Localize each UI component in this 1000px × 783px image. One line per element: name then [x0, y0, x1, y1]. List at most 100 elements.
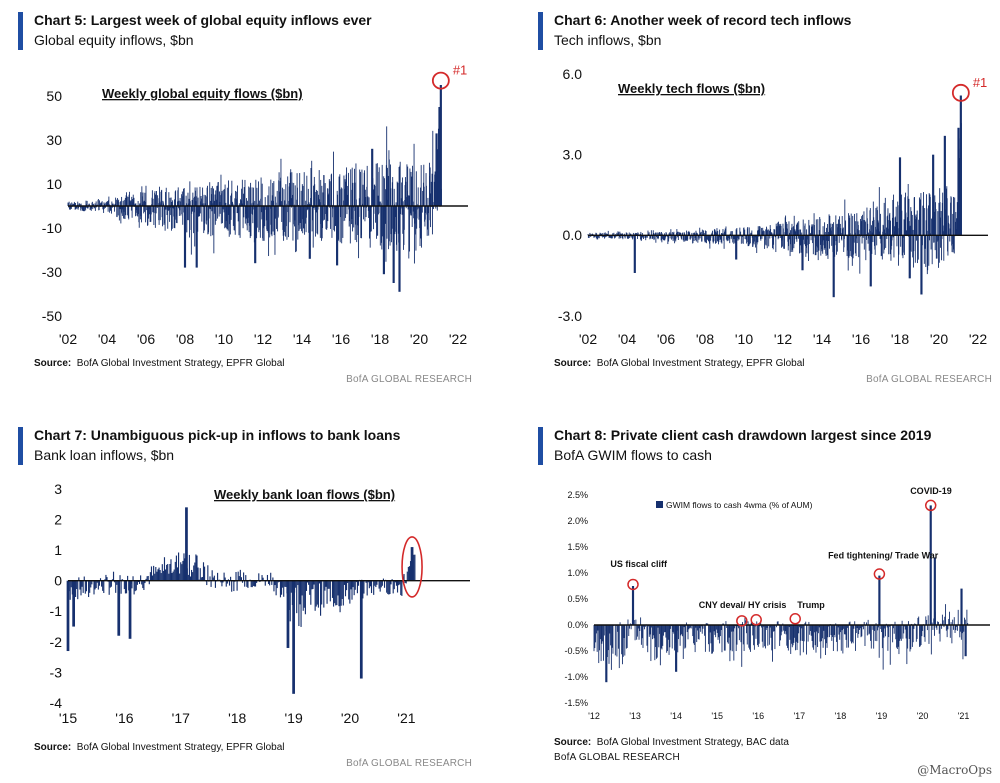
flow-bar — [234, 198, 236, 206]
y-tick-label: 2.0% — [567, 516, 588, 526]
flow-bar — [809, 233, 811, 236]
flow-bar — [878, 187, 880, 236]
flow-bar — [896, 625, 898, 649]
flow-bar — [369, 206, 371, 248]
flow-bar — [333, 580, 335, 607]
flow-bar — [843, 625, 845, 629]
flow-bar — [377, 206, 379, 236]
flow-bar — [717, 231, 719, 236]
flow-bar — [802, 219, 804, 236]
flow-bar — [663, 235, 665, 241]
flow-bar — [659, 233, 661, 236]
flow-bar — [910, 235, 912, 252]
spike-bar — [932, 154, 935, 236]
flow-bar — [836, 235, 838, 255]
flow-bar — [910, 625, 912, 650]
flow-bar — [241, 179, 243, 206]
flow-bar — [597, 235, 599, 240]
flow-bar — [851, 625, 852, 644]
flow-bar — [941, 235, 943, 240]
flow-bar — [855, 235, 857, 239]
y-tick-label: 50 — [46, 88, 62, 104]
flow-bar — [169, 206, 171, 222]
flow-bar — [95, 580, 97, 588]
flow-bar — [679, 625, 681, 646]
flow-bar — [168, 206, 169, 211]
flow-bar — [729, 625, 731, 662]
flow-bar — [182, 560, 184, 581]
flow-bar — [721, 625, 723, 653]
flow-bar — [97, 199, 99, 206]
flow-bar — [870, 625, 872, 649]
flow-bar — [843, 235, 845, 239]
x-tick-label: '14 — [670, 711, 682, 721]
flow-bar — [641, 235, 643, 240]
flow-bar — [634, 625, 636, 641]
flow-bar — [884, 625, 886, 629]
flow-bar — [435, 206, 437, 209]
flow-bar — [934, 195, 936, 236]
flow-bar — [217, 182, 219, 206]
flow-bar — [939, 625, 941, 642]
flow-bar — [830, 226, 832, 236]
flow-bar — [283, 206, 285, 232]
flow-bar — [387, 580, 389, 595]
flow-bar — [828, 625, 830, 627]
flow-bar — [867, 619, 869, 625]
flow-bar — [680, 233, 682, 236]
flow-bar — [765, 229, 767, 236]
flow-bar — [204, 566, 206, 581]
flow-bar — [827, 235, 829, 259]
spike-bar — [957, 127, 960, 236]
flow-bar — [143, 206, 145, 214]
flow-bar — [238, 206, 240, 236]
x-tick-label: '08 — [176, 331, 194, 347]
flow-bar — [88, 580, 90, 598]
flow-bar — [159, 201, 161, 206]
flow-bar — [695, 230, 697, 236]
flow-bar — [135, 206, 136, 217]
flow-bar — [734, 625, 736, 629]
flow-bar — [781, 625, 783, 632]
flow-bar — [718, 625, 720, 638]
flow-bar — [630, 235, 632, 238]
flow-bar — [893, 226, 895, 236]
flow-bar — [249, 187, 251, 206]
flow-bar — [75, 206, 77, 209]
flow-bar — [600, 625, 602, 662]
flow-bar — [683, 235, 685, 242]
flow-bar — [152, 206, 154, 213]
flow-bar — [940, 211, 942, 236]
flow-bar — [618, 625, 620, 669]
flow-bar — [96, 580, 98, 583]
flow-bar — [111, 579, 114, 581]
flow-bar — [656, 625, 658, 658]
flow-bar — [914, 623, 916, 625]
flow-bar — [750, 232, 752, 236]
flow-bar — [341, 206, 343, 244]
flow-bar — [123, 206, 124, 219]
flow-bar — [768, 235, 770, 247]
flow-bar — [314, 184, 316, 206]
flow-bar — [180, 206, 182, 215]
flow-bar — [276, 190, 278, 206]
flow-bar — [162, 570, 164, 581]
flow-bar — [148, 206, 150, 219]
title-accent-bar — [18, 12, 23, 50]
flow-bar — [720, 625, 722, 631]
flow-bar — [156, 571, 158, 581]
flow-bar — [187, 206, 189, 221]
chart-research-label: BofA GLOBAL RESEARCH — [346, 374, 472, 385]
flow-bar — [703, 233, 705, 236]
flow-bar — [413, 206, 415, 264]
flow-bar — [645, 235, 647, 241]
flow-bar — [192, 198, 194, 206]
flow-bar — [603, 235, 605, 238]
x-tick-label: '04 — [98, 331, 116, 347]
flow-bar — [130, 206, 132, 211]
flow-bar — [238, 203, 240, 206]
flow-bar — [223, 206, 225, 213]
flow-bar — [267, 206, 268, 231]
flow-bar — [892, 199, 894, 236]
flow-bar — [964, 617, 965, 625]
